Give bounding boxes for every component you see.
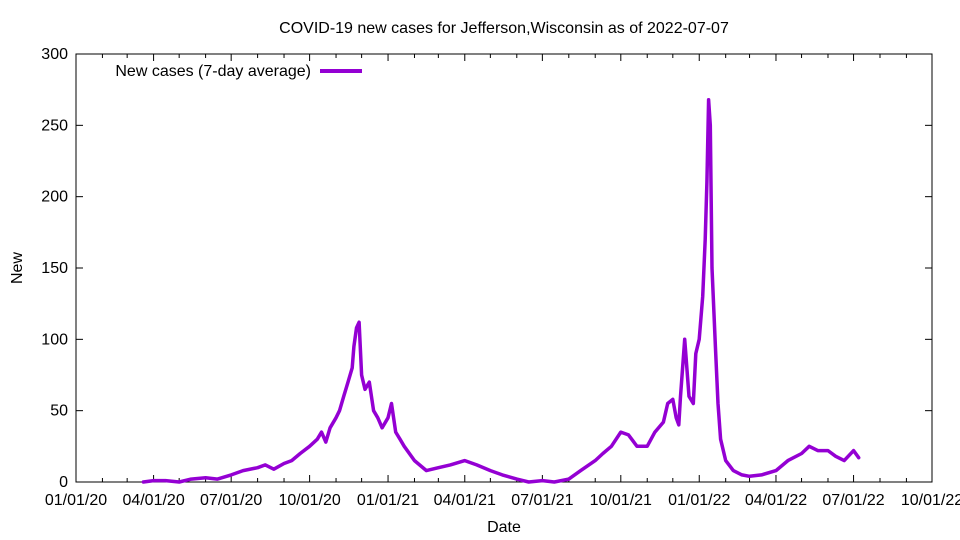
y-tick-label: 100 (41, 331, 68, 348)
x-axis-label: Date (487, 519, 521, 536)
x-tick-label: 07/01/20 (200, 492, 262, 509)
x-tick-label: 10/01/22 (901, 492, 960, 509)
x-tick-label: 10/01/20 (278, 492, 340, 509)
y-tick-label: 250 (41, 117, 68, 134)
series-line-new-cases (141, 97, 861, 484)
x-tick-label: 04/01/20 (122, 492, 184, 509)
y-tick-label: 150 (41, 260, 68, 277)
x-tick-label: 04/01/21 (434, 492, 496, 509)
x-tick-label: 04/01/22 (745, 492, 807, 509)
x-tick-label: 10/01/21 (590, 492, 652, 509)
y-tick-label: 50 (50, 403, 68, 420)
plot-area-border (75, 53, 933, 483)
x-tick-label: 01/01/20 (45, 492, 107, 509)
chart-title: COVID-19 new cases for Jefferson,Wiscons… (279, 20, 729, 37)
y-tick-label: 300 (41, 46, 68, 63)
y-axis: 0 50 100 150 200 250 300 (41, 46, 932, 491)
legend-label: New cases (7-day average) (115, 63, 311, 80)
legend: New cases (7-day average) (115, 63, 362, 80)
x-tick-label: 07/01/22 (822, 492, 884, 509)
y-tick-label: 0 (59, 474, 68, 491)
y-tick-label: 200 (41, 189, 68, 206)
x-tick-label: 07/01/21 (511, 492, 573, 509)
x-axis: 01/01/20 04/01/20 07/01/20 10/01/20 01/01/21… (45, 54, 960, 509)
y-axis-label: New (9, 252, 26, 284)
x-tick-label: 01/01/22 (668, 492, 730, 509)
x-tick-label: 01/01/21 (357, 492, 419, 509)
